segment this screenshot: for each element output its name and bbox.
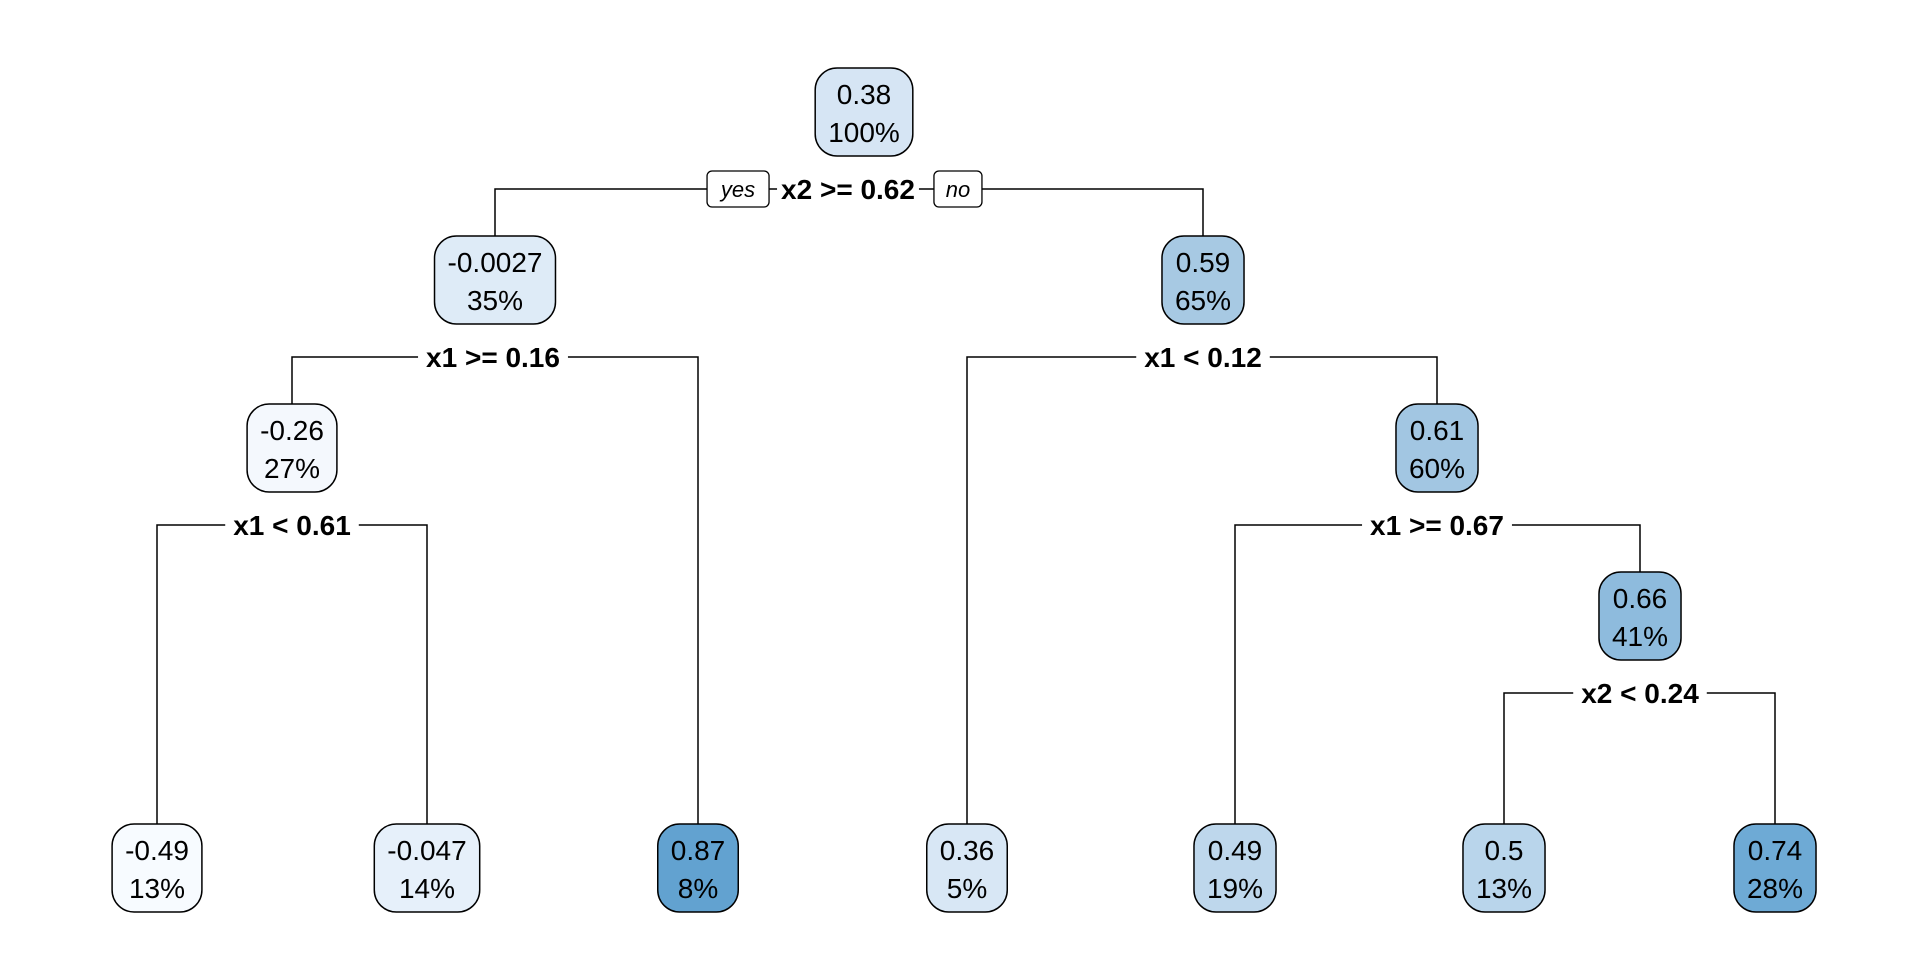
tree-node-n4: -0.26 27% bbox=[246, 403, 338, 493]
tree-node-n6: 0.36 5% bbox=[926, 823, 1008, 913]
node-box bbox=[111, 823, 203, 913]
node-value: 0.74 bbox=[1748, 835, 1803, 866]
tree-node-n1: 0.38 100% bbox=[814, 67, 914, 157]
node-box bbox=[1462, 823, 1546, 913]
node-value: -0.047 bbox=[387, 835, 466, 866]
node-value: -0.49 bbox=[125, 835, 189, 866]
node-box bbox=[433, 235, 557, 325]
node-box bbox=[1193, 823, 1277, 913]
tree-node-n8: -0.49 13% bbox=[111, 823, 203, 913]
no-label-box bbox=[933, 170, 983, 208]
node-value: 0.36 bbox=[940, 835, 995, 866]
tree-node-n13: 0.74 28% bbox=[1733, 823, 1817, 913]
tree-node-n7: 0.61 60% bbox=[1395, 403, 1479, 493]
node-box bbox=[1161, 235, 1245, 325]
edge-left-s6 bbox=[1503, 692, 1574, 824]
node-box bbox=[1733, 823, 1817, 913]
tree-node-n3: 0.59 65% bbox=[1161, 235, 1245, 325]
yes-label-box bbox=[706, 170, 770, 208]
edge-right-s5 bbox=[1511, 524, 1641, 572]
node-box bbox=[814, 67, 914, 157]
node-percent: 41% bbox=[1612, 621, 1668, 652]
edge-right-s6 bbox=[1706, 692, 1776, 824]
tree-node-n2: -0.0027 35% bbox=[433, 235, 557, 325]
node-value: 0.66 bbox=[1613, 583, 1668, 614]
tree-node-n12: 0.513% bbox=[1462, 823, 1546, 913]
edge-right-s2 bbox=[567, 356, 699, 824]
node-value: 0.61 bbox=[1410, 415, 1465, 446]
edge-left-s1 bbox=[494, 188, 708, 236]
tree-nodes: 0.38100%-0.002735%0.5965%-0.2627%0.878%0… bbox=[111, 67, 1817, 913]
node-box bbox=[1598, 571, 1682, 661]
node-percent: 13% bbox=[129, 873, 185, 904]
node-percent: 65% bbox=[1175, 285, 1231, 316]
node-value: 0.38 bbox=[837, 79, 892, 110]
edge-right-s4 bbox=[358, 524, 428, 824]
split-label-s5: x1 >= 0.67 bbox=[1370, 510, 1504, 541]
node-box bbox=[246, 403, 338, 493]
node-value: -0.0027 bbox=[448, 247, 543, 278]
node-percent: 28% bbox=[1747, 873, 1803, 904]
split-label-s2: x1 >= 0.16 bbox=[426, 342, 560, 373]
no-label: no bbox=[946, 177, 970, 202]
node-box bbox=[373, 823, 481, 913]
node-percent: 35% bbox=[467, 285, 523, 316]
split-label-s1: x2 >= 0.62 bbox=[781, 174, 915, 205]
tree-split-labels: x2 >= 0.62 yes no x1 >= 0.16 x1 < 0.12 x1 < 0… bbox=[233, 170, 1699, 709]
node-percent: 8% bbox=[678, 873, 718, 904]
edge-left-s2 bbox=[291, 356, 419, 404]
node-value: 0.59 bbox=[1176, 247, 1231, 278]
node-percent: 19% bbox=[1207, 873, 1263, 904]
node-percent: 14% bbox=[399, 873, 455, 904]
edge-left-s4 bbox=[156, 524, 226, 824]
tree-node-n5: 0.87 8% bbox=[657, 823, 739, 913]
node-value: 0.87 bbox=[671, 835, 726, 866]
edge-right-s1 bbox=[981, 188, 1204, 236]
node-value: -0.26 bbox=[260, 415, 324, 446]
tree-node-n10: 0.49 19% bbox=[1193, 823, 1277, 913]
edge-left-s5 bbox=[1234, 524, 1363, 824]
split-label-s3: x1 < 0.12 bbox=[1144, 342, 1262, 373]
yes-label: yes bbox=[719, 177, 755, 202]
tree-edges bbox=[156, 188, 1776, 824]
node-percent: 5% bbox=[947, 873, 987, 904]
node-percent: 13% bbox=[1476, 873, 1532, 904]
edge-left-s3 bbox=[966, 356, 1137, 824]
node-percent: 60% bbox=[1409, 453, 1465, 484]
node-value: 0.5 bbox=[1485, 835, 1524, 866]
node-value: 0.49 bbox=[1208, 835, 1263, 866]
node-box bbox=[1395, 403, 1479, 493]
split-label-s6: x2 < 0.24 bbox=[1581, 678, 1699, 709]
node-box bbox=[657, 823, 739, 913]
node-percent: 27% bbox=[264, 453, 320, 484]
node-box bbox=[926, 823, 1008, 913]
split-label-s4: x1 < 0.61 bbox=[233, 510, 351, 541]
edge-right-s3 bbox=[1269, 356, 1438, 404]
node-percent: 100% bbox=[828, 117, 900, 148]
tree-node-n9: -0.047 14% bbox=[373, 823, 481, 913]
tree-node-n11: 0.66 41% bbox=[1598, 571, 1682, 661]
